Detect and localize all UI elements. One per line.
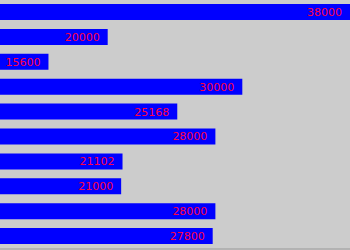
svg-text:20000: 20000 bbox=[65, 31, 100, 44]
svg-text:28000: 28000 bbox=[172, 205, 207, 218]
svg-text:21000: 21000 bbox=[78, 180, 113, 193]
svg-text:28000: 28000 bbox=[172, 130, 207, 143]
svg-text:15600: 15600 bbox=[8, 56, 40, 69]
svg-text:38000: 38000 bbox=[307, 6, 342, 19]
svg-text:30000: 30000 bbox=[199, 81, 234, 94]
svg-text:27800: 27800 bbox=[170, 230, 205, 243]
svg-text:25168: 25168 bbox=[134, 106, 169, 119]
svg-text:21102: 21102 bbox=[80, 155, 115, 168]
